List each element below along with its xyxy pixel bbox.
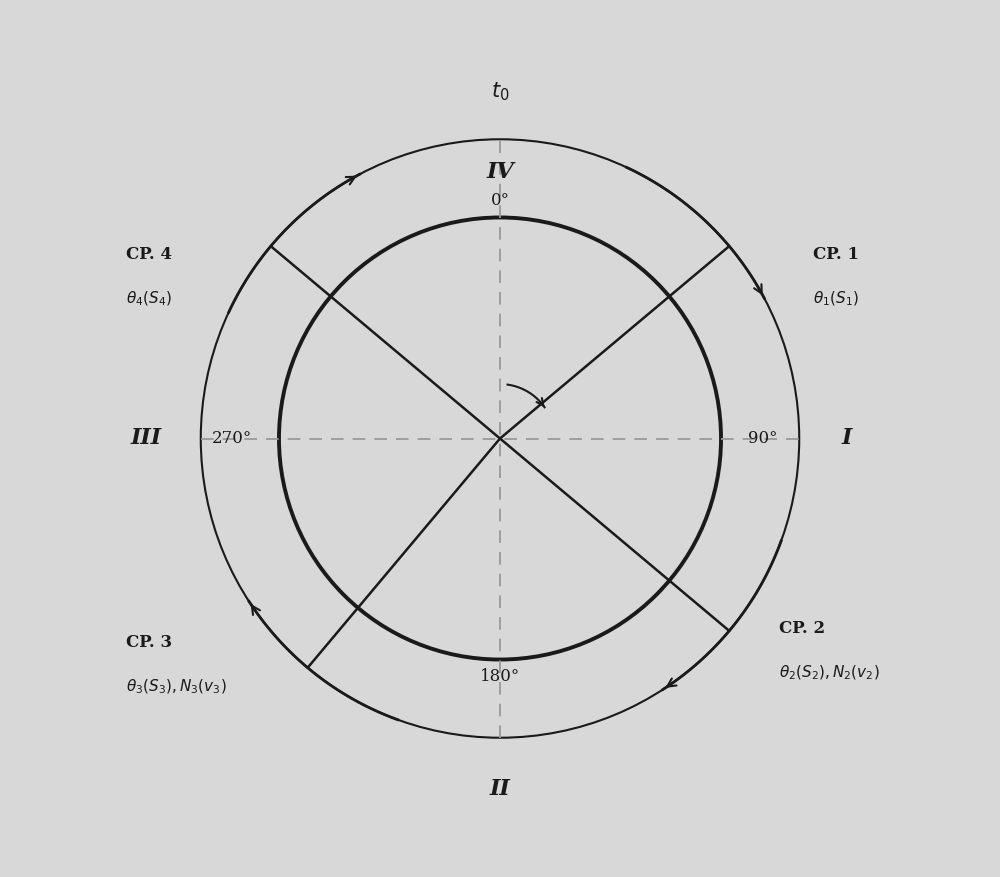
Text: 180°: 180° xyxy=(480,668,520,685)
Text: 270°: 270° xyxy=(212,430,252,447)
Text: 90°: 90° xyxy=(748,430,778,447)
Text: CP. 1: CP. 1 xyxy=(813,246,859,263)
Text: $\theta_4(S_4)$: $\theta_4(S_4)$ xyxy=(126,290,172,309)
Text: IV: IV xyxy=(486,160,514,182)
Text: I: I xyxy=(842,427,852,450)
Text: 0°: 0° xyxy=(490,192,510,209)
Text: $\theta_2(S_2),N_2(v_2)$: $\theta_2(S_2),N_2(v_2)$ xyxy=(779,664,879,682)
Text: II: II xyxy=(490,778,510,800)
Text: $t_0$: $t_0$ xyxy=(491,81,509,103)
Text: $\theta_3(S_3),N_3(v_3)$: $\theta_3(S_3),N_3(v_3)$ xyxy=(126,678,227,696)
Text: CP. 4: CP. 4 xyxy=(126,246,172,263)
Text: $\theta_1(S_1)$: $\theta_1(S_1)$ xyxy=(813,290,859,309)
Text: CP. 3: CP. 3 xyxy=(126,634,172,651)
Text: III: III xyxy=(131,427,162,450)
Text: CP. 2: CP. 2 xyxy=(779,620,825,638)
